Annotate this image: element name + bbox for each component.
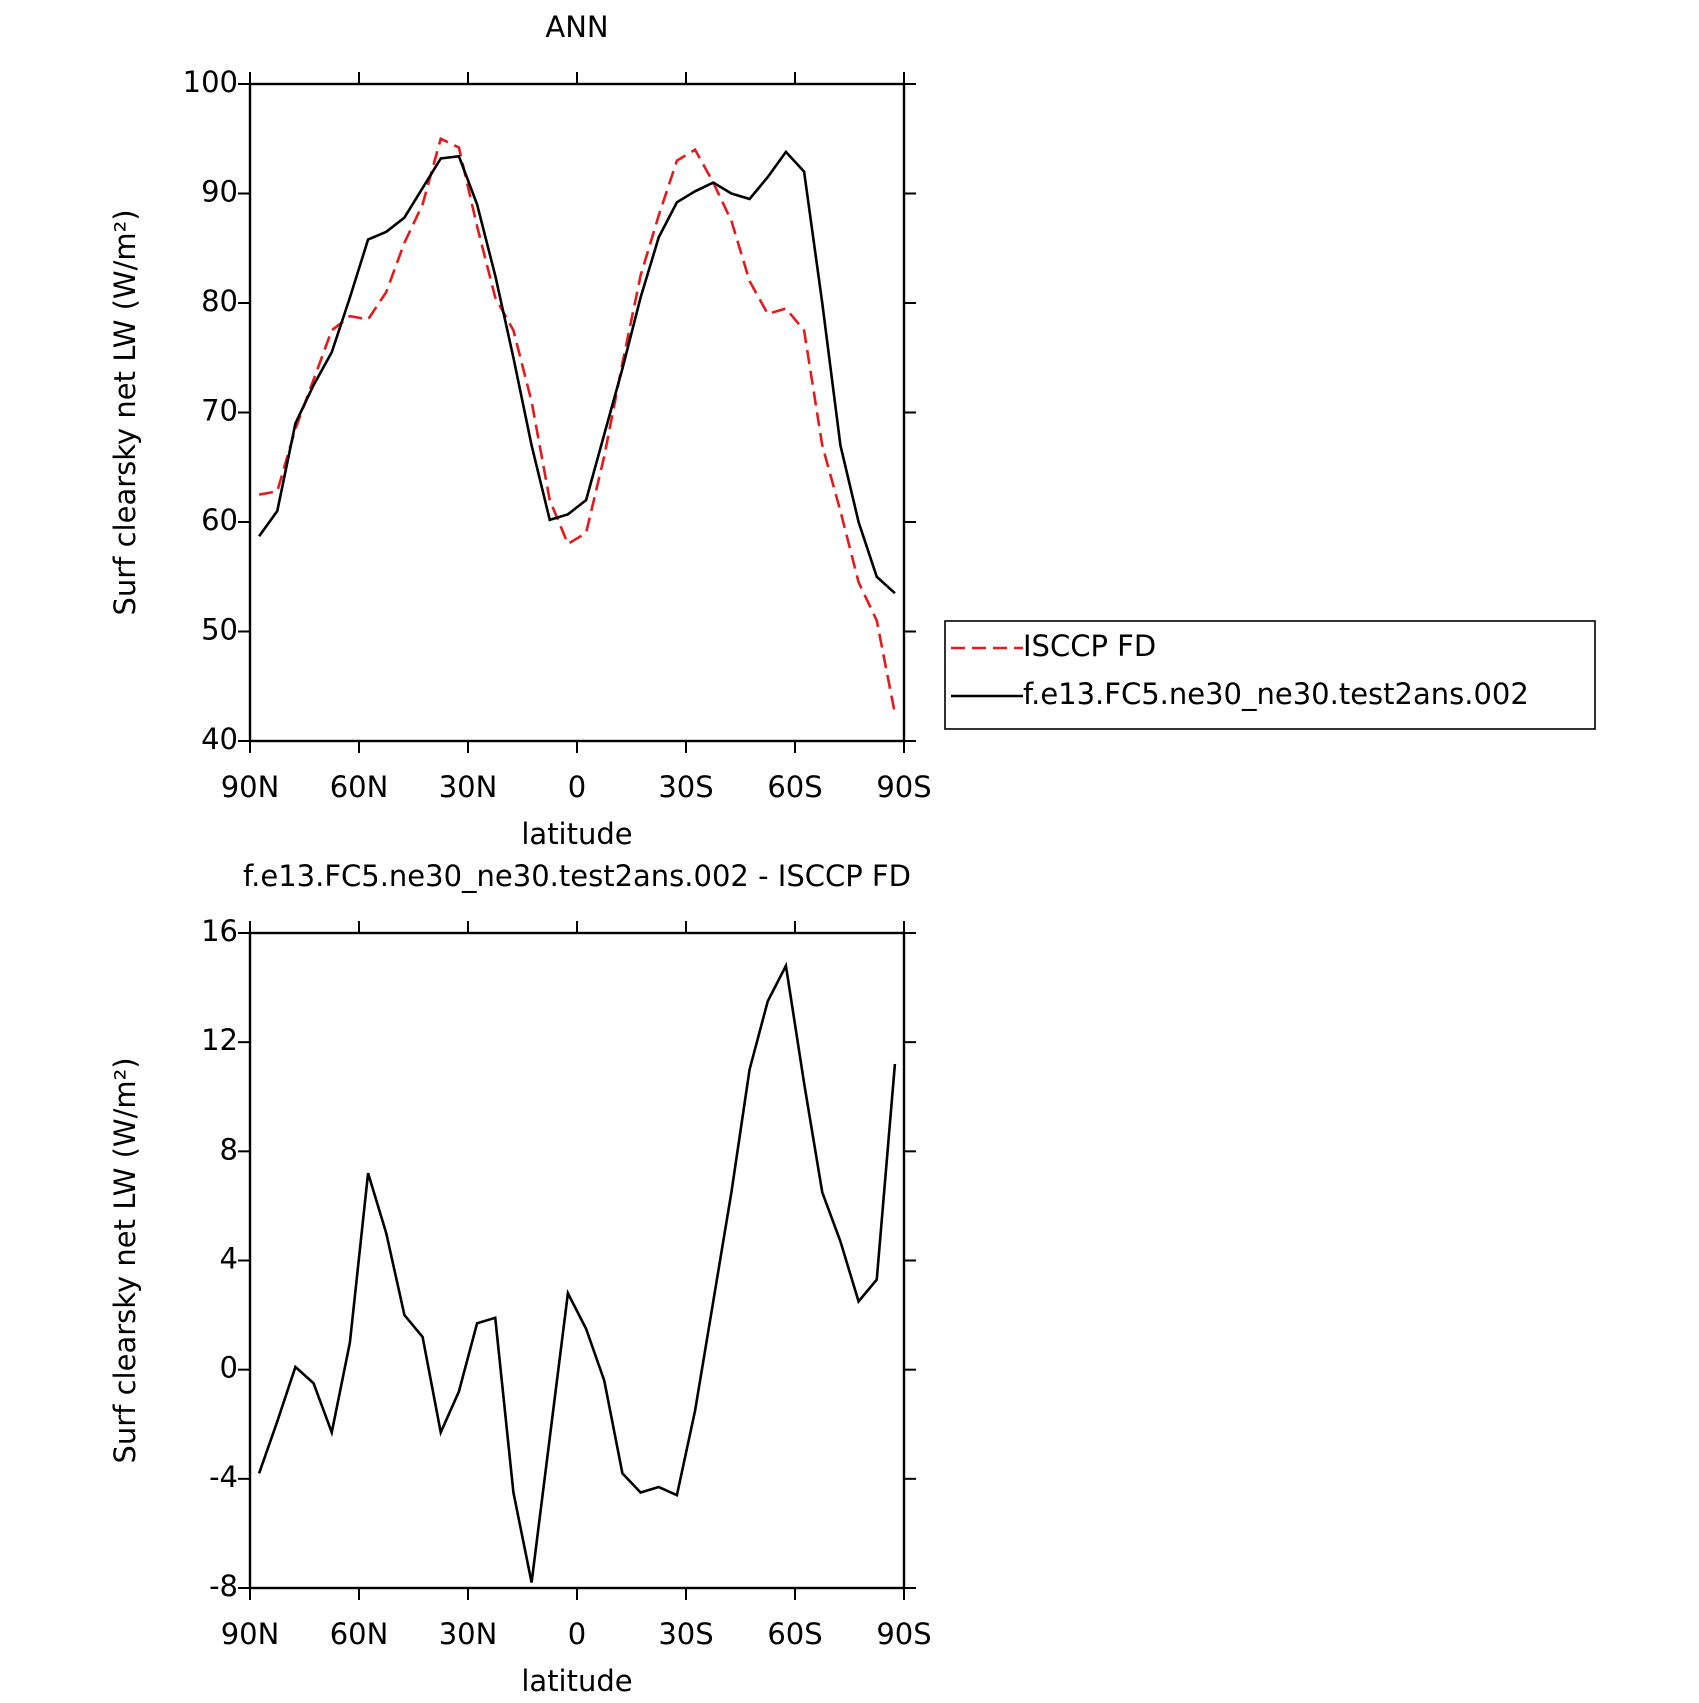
chart-title: f.e13.FC5.ne30_ne30.test2ans.002 - ISCCP… [243, 859, 911, 893]
y-tick-label: 4 [220, 1242, 238, 1276]
data-line [257, 961, 897, 1583]
x-tick-label: 30N [439, 1617, 498, 1651]
x-tick-label: 30N [439, 770, 498, 804]
x-tick-label: 90S [876, 770, 931, 804]
x-tick-label: 90N [221, 1617, 280, 1651]
y-axis-label: Surf clearsky net LW (W/m²) [108, 209, 142, 615]
x-tick-label: 60N [330, 1617, 389, 1651]
y-tick-label: -4 [209, 1460, 238, 1494]
x-tick-label: 0 [568, 1617, 586, 1651]
legend-box [944, 620, 1596, 730]
chart-title: ANN [545, 10, 608, 44]
y-tick-label: 16 [201, 914, 238, 948]
y-axis-label: Surf clearsky net LW (W/m²) [108, 1057, 142, 1463]
x-tick-label: 90N [221, 770, 280, 804]
y-tick-label: 40 [201, 722, 238, 756]
x-tick-label: 60N [330, 770, 389, 804]
x-tick-label: 60S [767, 1617, 822, 1651]
x-tick-label: 90S [876, 1617, 931, 1651]
y-tick-label: 90 [201, 175, 238, 209]
x-tick-label: 60S [767, 770, 822, 804]
x-axis-label: latitude [521, 1664, 632, 1698]
data-line [258, 149, 896, 595]
plot-frame [248, 931, 906, 1590]
legend-label: f.e13.FC5.ne30_ne30.test2ans.002 [1023, 677, 1529, 711]
y-tick-label: 0 [220, 1351, 238, 1385]
x-tick-label: 0 [568, 770, 586, 804]
x-tick-label: 30S [658, 770, 713, 804]
y-tick-label: 80 [201, 284, 238, 318]
x-axis-label: latitude [521, 817, 632, 851]
legend-label: ISCCP FD [1023, 629, 1156, 663]
x-tick-label: 30S [658, 1617, 713, 1651]
y-tick-label: 100 [183, 65, 238, 99]
y-tick-label: 12 [201, 1023, 238, 1057]
plot-frame [248, 82, 906, 743]
y-tick-label: 70 [201, 394, 238, 428]
y-tick-label: 50 [201, 613, 238, 647]
y-tick-label: 8 [220, 1132, 238, 1166]
y-tick-label: 60 [201, 503, 238, 537]
data-line [258, 136, 897, 714]
y-tick-label: -8 [209, 1569, 238, 1603]
